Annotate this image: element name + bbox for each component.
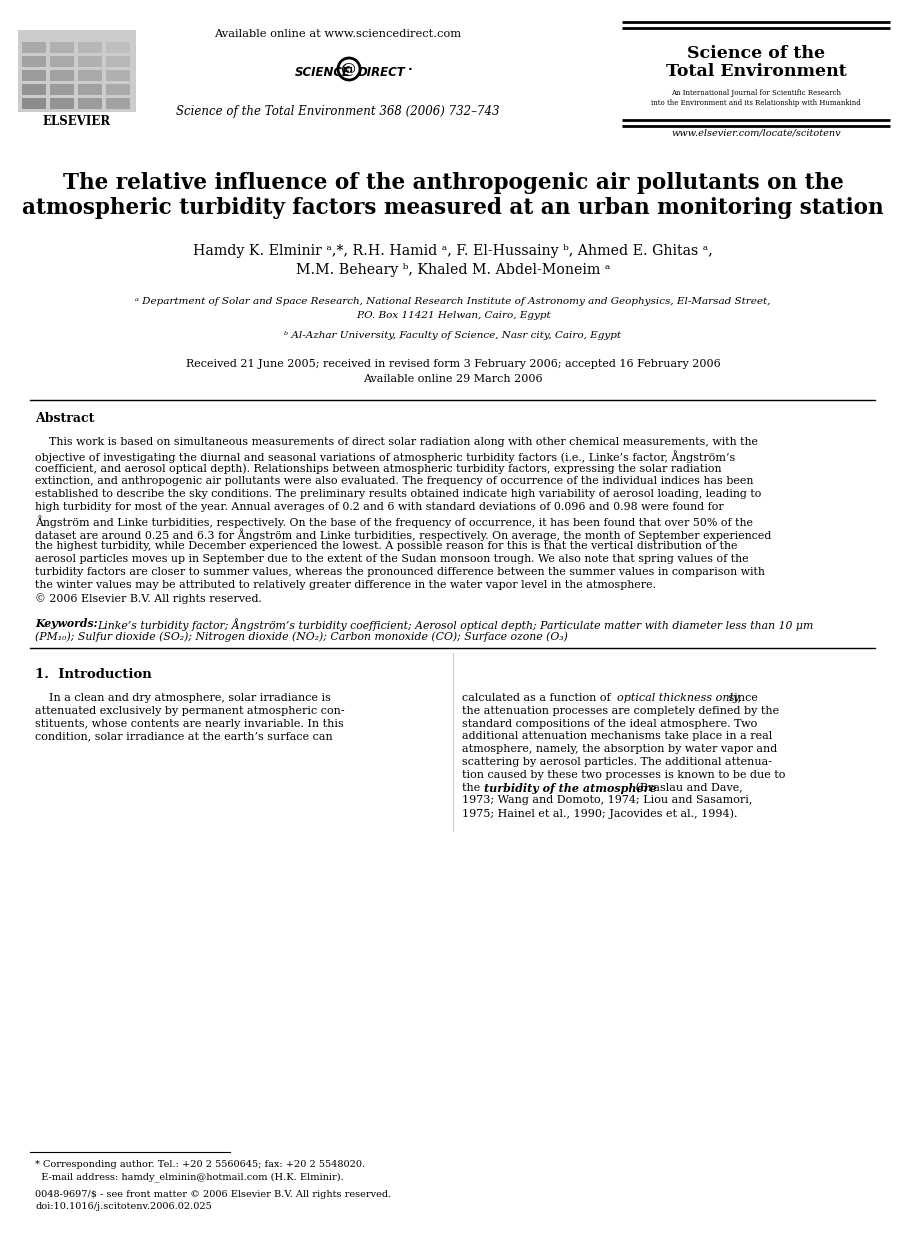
Text: Total Environment: Total Environment [666,63,846,80]
Text: DIRECT: DIRECT [358,66,405,78]
Text: atmosphere, namely, the absorption by water vapor and: atmosphere, namely, the absorption by wa… [462,744,777,754]
Text: Keywords:: Keywords: [35,618,98,629]
Text: doi:10.1016/j.scitotenv.2006.02.025: doi:10.1016/j.scitotenv.2006.02.025 [35,1202,211,1211]
Bar [18,30,136,111]
Bar [106,71,130,80]
Bar [106,42,130,53]
Text: scattering by aerosol particles. The additional attenua-: scattering by aerosol particles. The add… [462,756,772,768]
Text: An International Journal for Scientific Research: An International Journal for Scientific … [671,89,841,97]
Text: optical thickness only,: optical thickness only, [617,693,741,703]
Text: © 2006 Elsevier B.V. All rights reserved.: © 2006 Elsevier B.V. All rights reserved… [35,593,262,604]
Text: www.elsevier.com/locate/scitotenv: www.elsevier.com/locate/scitotenv [671,129,841,137]
Bar [22,98,46,109]
Text: @: @ [341,62,356,77]
Text: In a clean and dry atmosphere, solar irradiance is: In a clean and dry atmosphere, solar irr… [35,693,331,703]
Text: Hamdy K. Elminir ᵃ,*, R.H. Hamid ᵃ, F. El-Hussainy ᵇ, Ahmed E. Ghitas ᵃ,: Hamdy K. Elminir ᵃ,*, R.H. Hamid ᵃ, F. E… [193,244,713,258]
Text: ·: · [408,62,413,76]
Bar [106,56,130,67]
Text: the winter values may be attributed to relatively greater difference in the wate: the winter values may be attributed to r… [35,579,656,591]
Text: ELSEVIER: ELSEVIER [43,115,111,128]
Text: atmospheric turbidity factors measured at an urban monitoring station: atmospheric turbidity factors measured a… [22,197,883,219]
Text: This work is based on simultaneous measurements of direct solar radiation along : This work is based on simultaneous measu… [35,437,758,447]
Text: 1.  Introduction: 1. Introduction [35,669,151,681]
Bar [78,84,102,95]
Text: Received 21 June 2005; received in revised form 3 February 2006; accepted 16 Feb: Received 21 June 2005; received in revis… [186,359,720,369]
Text: tion caused by these two processes is known to be due to: tion caused by these two processes is kn… [462,770,785,780]
Text: SCIENCE: SCIENCE [295,66,351,78]
Bar [50,98,74,109]
Bar [50,42,74,53]
Text: Science of the Total Environment 368 (2006) 732–743: Science of the Total Environment 368 (20… [176,105,500,119]
Text: Available online at www.sciencedirect.com: Available online at www.sciencedirect.co… [214,28,462,40]
Text: E-mail address: hamdy_elminin@hotmail.com (H.K. Elminir).: E-mail address: hamdy_elminin@hotmail.co… [35,1172,344,1182]
Text: ᵃ Department of Solar and Space Research, National Research Institute of Astrono: ᵃ Department of Solar and Space Research… [135,297,771,307]
Text: Ångström and Linke turbidities, respectively. On the base of the frequency of oc: Ångström and Linke turbidities, respecti… [35,515,753,527]
Text: the: the [462,782,483,792]
Text: coefficient, and aerosol optical depth). Relationships between atmospheric turbi: coefficient, and aerosol optical depth).… [35,463,721,474]
Bar [78,56,102,67]
Bar [78,98,102,109]
Text: (Braslau and Dave,: (Braslau and Dave, [632,782,743,794]
Text: standard compositions of the ideal atmosphere. Two: standard compositions of the ideal atmos… [462,718,757,729]
Text: high turbidity for most of the year. Annual averages of 0.2 and 6 with standard : high turbidity for most of the year. Ann… [35,501,724,513]
Text: 1973; Wang and Domoto, 1974; Liou and Sasamori,: 1973; Wang and Domoto, 1974; Liou and Sa… [462,795,753,806]
Text: turbidity of the atmosphere: turbidity of the atmosphere [484,782,657,794]
Text: condition, solar irradiance at the earth’s surface can: condition, solar irradiance at the earth… [35,732,333,742]
Text: turbidity factors are closer to summer values, whereas the pronounced difference: turbidity factors are closer to summer v… [35,567,765,577]
Text: (PM₁₀); Sulfur dioxide (SO₂); Nitrogen dioxide (NO₂); Carbon monoxide (CO); Surf: (PM₁₀); Sulfur dioxide (SO₂); Nitrogen d… [35,631,568,641]
Text: the highest turbidity, while December experienced the lowest. A possible reason : the highest turbidity, while December ex… [35,541,737,551]
Bar [106,98,130,109]
Text: 0048-9697/$ - see front matter © 2006 Elsevier B.V. All rights reserved.: 0048-9697/$ - see front matter © 2006 El… [35,1190,391,1198]
Bar [22,56,46,67]
Bar [22,84,46,95]
Text: Abstract: Abstract [35,411,94,425]
Text: Science of the: Science of the [687,45,825,62]
Text: established to describe the sky conditions. The preliminary results obtained ind: established to describe the sky conditio… [35,489,761,499]
Text: extinction, and anthropogenic air pollutants were also evaluated. The frequency : extinction, and anthropogenic air pollut… [35,475,754,487]
Text: attenuated exclusively by permanent atmospheric con-: attenuated exclusively by permanent atmo… [35,706,345,716]
Bar [78,71,102,80]
Text: P.O. Box 11421 Helwan, Cairo, Egypt: P.O. Box 11421 Helwan, Cairo, Egypt [356,312,551,321]
Bar [22,71,46,80]
Bar [50,71,74,80]
Text: since: since [725,693,758,703]
Bar [78,42,102,53]
Text: * Corresponding author. Tel.: +20 2 5560645; fax: +20 2 5548020.: * Corresponding author. Tel.: +20 2 5560… [35,1160,366,1169]
Text: calculated as a function of: calculated as a function of [462,693,614,703]
Text: 1975; Hainel et al., 1990; Jacovides et al., 1994).: 1975; Hainel et al., 1990; Jacovides et … [462,808,737,818]
Text: stituents, whose contents are nearly invariable. In this: stituents, whose contents are nearly inv… [35,718,344,729]
Text: additional attenuation mechanisms take place in a real: additional attenuation mechanisms take p… [462,732,772,742]
Text: Linke’s turbidity factor; Ångström’s turbidity coefficient; Aerosol optical dept: Linke’s turbidity factor; Ångström’s tur… [97,618,814,631]
Text: dataset are around 0.25 and 6.3 for Ångström and Linke turbidities, respectively: dataset are around 0.25 and 6.3 for Ångs… [35,527,771,541]
Text: into the Environment and its Relationship with Humankind: into the Environment and its Relationshi… [651,99,861,106]
Bar [22,42,46,53]
Text: ᵇ Al-Azhar University, Faculty of Science, Nasr city, Cairo, Egypt: ᵇ Al-Azhar University, Faculty of Scienc… [285,331,621,339]
Text: objective of investigating the diurnal and seasonal variations of atmospheric tu: objective of investigating the diurnal a… [35,449,736,463]
Bar [106,84,130,95]
Text: Available online 29 March 2006: Available online 29 March 2006 [363,374,542,384]
Text: M.M. Beheary ᵇ, Khaled M. Abdel-Moneim ᵃ: M.M. Beheary ᵇ, Khaled M. Abdel-Moneim ᵃ [296,262,610,277]
Bar [50,84,74,95]
Text: the attenuation processes are completely defined by the: the attenuation processes are completely… [462,706,779,716]
Text: aerosol particles moves up in September due to the extent of the Sudan monsoon t: aerosol particles moves up in September … [35,553,748,565]
Text: The relative influence of the anthropogenic air pollutants on the: The relative influence of the anthropoge… [63,172,844,194]
Bar [50,56,74,67]
